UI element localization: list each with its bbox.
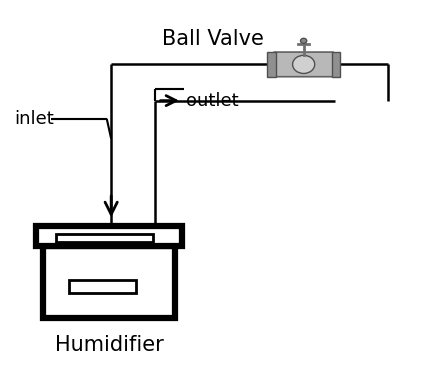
Bar [36,226,182,245]
Text: Ball Valve: Ball Valve [162,29,264,49]
Bar [267,52,276,77]
Bar [332,52,340,77]
Text: inlet: inlet [14,110,54,128]
Bar [69,280,135,293]
Bar [43,245,175,318]
Text: Humidifier: Humidifier [55,335,164,355]
Circle shape [293,55,314,74]
Text: outlet: outlet [186,92,239,110]
Bar [56,234,153,242]
FancyBboxPatch shape [273,52,334,77]
Circle shape [301,38,307,43]
